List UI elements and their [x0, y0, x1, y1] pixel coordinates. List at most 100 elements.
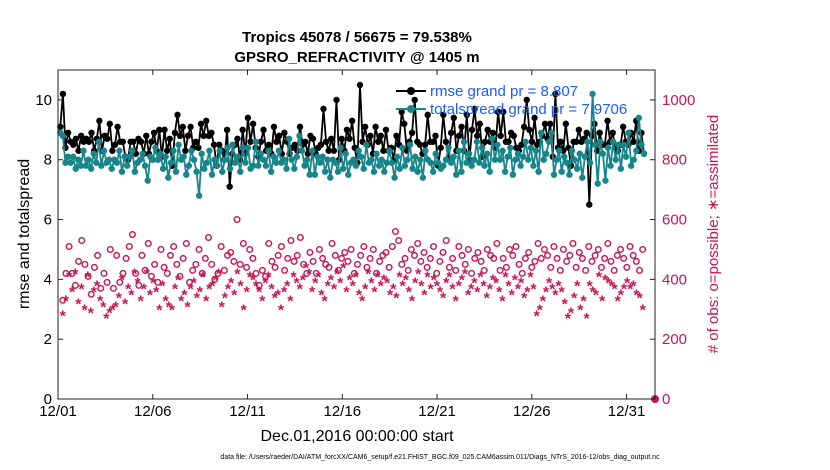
- totalspread-point: [504, 153, 511, 160]
- possible-obs-point: [341, 248, 349, 256]
- assimilated-obs-point: *: [169, 302, 176, 319]
- assimilated-obs-point: *: [237, 278, 244, 295]
- totalspread-point: [620, 141, 627, 148]
- assimilated-obs-point: *: [558, 284, 565, 301]
- totalspread-point: [242, 159, 249, 166]
- assimilated-obs-point: *: [265, 269, 272, 286]
- rmse-point: [130, 138, 137, 145]
- assimilated-obs-point: *: [172, 281, 179, 298]
- possible-obs-point: [414, 239, 422, 247]
- totalspread-point: [525, 156, 532, 163]
- assimilated-obs-point: *: [159, 278, 166, 295]
- totalspread-point: [530, 162, 537, 169]
- rmse-point: [575, 126, 583, 134]
- totalspread-point: [386, 147, 393, 154]
- totalspread-point: [589, 90, 596, 98]
- rmse-point: [346, 135, 353, 142]
- possible-obs-point: [433, 269, 441, 277]
- assimilated-obs-point: *: [387, 287, 394, 304]
- possible-obs-point: [353, 260, 361, 268]
- totalspread-point: [627, 162, 635, 169]
- assimilated-obs-point: *: [103, 311, 110, 328]
- totalspread-point: [455, 147, 463, 154]
- totalspread-point: [345, 171, 352, 178]
- possible-obs-point: [442, 236, 450, 244]
- totalspread-point: [64, 153, 72, 160]
- rmse-point: [77, 132, 85, 139]
- assimilated-obs-point: *: [328, 272, 335, 289]
- totalspread-point: [67, 159, 74, 166]
- rmse-point: [64, 129, 72, 137]
- assimilated-obs-point: *: [630, 278, 637, 295]
- rmse-point: [182, 147, 189, 154]
- totalspread-point: [355, 147, 362, 154]
- totalspread-point: [113, 159, 121, 166]
- assimilated-obs-point: *: [393, 290, 400, 307]
- rmse-point: [281, 129, 288, 137]
- assimilated-obs-point: *: [244, 284, 251, 301]
- totalspread-point: [141, 162, 149, 169]
- assimilated-obs-point: *: [259, 293, 266, 310]
- possible-obs-point: [515, 260, 523, 268]
- possible-obs-point: [189, 266, 197, 274]
- assimilated-obs-point: *: [359, 293, 366, 310]
- totalspread-point: [558, 168, 565, 175]
- totalspread-point: [414, 168, 421, 175]
- totalspread-point: [324, 156, 331, 163]
- rmse-point: [494, 108, 502, 116]
- totalspread-point: [129, 147, 136, 154]
- possible-obs-point: [319, 254, 327, 262]
- rmse-point: [156, 126, 163, 134]
- assimilated-obs-point: *: [381, 272, 388, 289]
- assimilated-obs-point: *: [375, 269, 382, 286]
- assimilated-obs-point: *: [191, 275, 198, 292]
- totalspread-point: [136, 156, 144, 163]
- assimilated-obs-point: *: [272, 290, 279, 307]
- rmse-point: [70, 141, 77, 148]
- totalspread-point: [561, 153, 568, 160]
- assimilated-obs-point: *: [175, 272, 182, 289]
- totalspread-point: [257, 150, 265, 157]
- possible-obs-point: [151, 260, 159, 268]
- possible-obs-point: [559, 245, 567, 253]
- possible-obs-point: [404, 266, 412, 274]
- totalspread-point: [486, 168, 493, 175]
- possible-obs-point: [90, 263, 98, 271]
- possible-obs-point: [604, 239, 612, 247]
- possible-obs-point: [623, 263, 631, 271]
- totalspread-point: [489, 135, 496, 142]
- possible-obs-point: [325, 263, 333, 271]
- assimilated-obs-point: *: [340, 260, 347, 277]
- assimilated-obs-point: *: [331, 281, 338, 298]
- possible-obs-point: [347, 245, 355, 253]
- assimilated-obs-point: *: [81, 302, 88, 319]
- totalspread-point: [609, 138, 617, 145]
- totalspread-point: [283, 165, 290, 172]
- legend-rmse-label: rmse grand pr = 8.807: [430, 83, 578, 100]
- rmse-point: [148, 138, 155, 145]
- assimilated-obs-point: *: [219, 299, 226, 316]
- totalspread-point: [363, 141, 370, 148]
- possible-obs-point: [480, 266, 488, 274]
- possible-obs-point: [328, 239, 336, 247]
- totalspread-point: [198, 150, 205, 157]
- rmse-point: [203, 117, 210, 125]
- totalspread-point: [216, 147, 223, 154]
- y2-tick-label: 800: [662, 152, 687, 169]
- possible-obs-point: [109, 284, 117, 292]
- possible-obs-point: [445, 263, 453, 271]
- possible-obs-point: [268, 257, 276, 265]
- totalspread-point: [319, 153, 326, 160]
- y-axis-label: rmse and totalspread: [16, 159, 33, 309]
- totalspread-point: [442, 156, 450, 163]
- totalspread-point: [332, 159, 339, 166]
- possible-obs-point: [607, 257, 615, 265]
- rmse-point: [291, 141, 299, 148]
- assimilated-obs-point: *: [502, 269, 509, 286]
- possible-obs-point: [395, 236, 403, 244]
- totalspread-point: [440, 162, 447, 169]
- totalspread-point: [255, 162, 262, 169]
- possible-obs-point: [474, 248, 482, 256]
- rmse-point: [171, 129, 179, 137]
- totalspread-point: [126, 153, 133, 160]
